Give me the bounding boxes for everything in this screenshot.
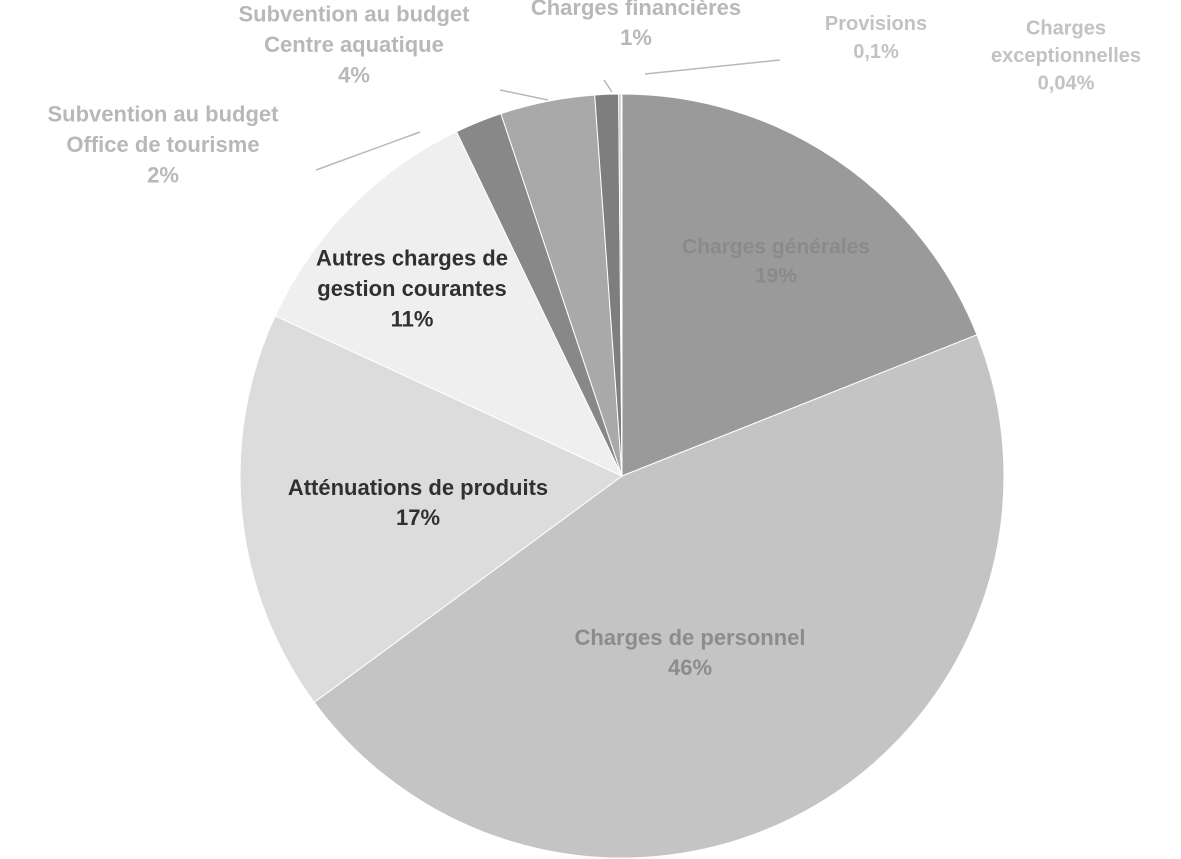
slice-value-label: 0,04% bbox=[1038, 73, 1095, 95]
slice-category-label: Charges bbox=[1026, 17, 1106, 39]
slice-value-label: 1% bbox=[620, 25, 652, 50]
slice-value-label: 4% bbox=[338, 62, 370, 87]
slice-label: Charges générales 19% bbox=[682, 236, 870, 288]
slice-value-label: 0,1% bbox=[853, 41, 899, 63]
pie-slice bbox=[239, 315, 623, 703]
slice-value-label: 46% bbox=[668, 655, 712, 680]
slice-label: Provisions 0,1% bbox=[825, 13, 927, 63]
slice-label: Subvention au budget Office de tourisme 2% bbox=[48, 102, 280, 188]
slice-label: Autres charges de gestion courantes 11% bbox=[316, 246, 508, 332]
pie-slice bbox=[620, 93, 623, 477]
slice-value-label: 19% bbox=[755, 265, 797, 288]
pie-slice bbox=[313, 334, 1005, 859]
slice-category-label: gestion courantes bbox=[317, 276, 506, 301]
slice-label: Atténuations de produits 17% bbox=[288, 475, 548, 530]
slice-category-label: Charges financières bbox=[531, 0, 741, 20]
slice-label: Subvention au budget Centre aquatique 4% bbox=[239, 2, 471, 88]
slice-category-label: Provisions bbox=[825, 13, 927, 35]
slice-value-label: 11% bbox=[391, 306, 434, 331]
slice-category-label: Subvention au budget bbox=[239, 2, 471, 27]
leader-line bbox=[499, 89, 549, 101]
slice-value-label: 17% bbox=[396, 505, 440, 530]
leader-line bbox=[315, 131, 421, 171]
slice-category-label: Charges générales bbox=[682, 236, 870, 259]
pie-slice bbox=[274, 131, 624, 478]
slice-label: Charges exceptionnelles 0,04% bbox=[991, 17, 1141, 94]
slice-category-label: Centre aquatique bbox=[264, 32, 444, 57]
slice-label: Charges financières 1% bbox=[531, 0, 741, 50]
slice-category-label: exceptionnelles bbox=[991, 45, 1141, 67]
slice-category-label: Subvention au budget bbox=[48, 102, 280, 127]
slice-category-label: Charges de personnel bbox=[574, 625, 805, 650]
leader-line bbox=[644, 59, 781, 75]
leader-line bbox=[603, 79, 613, 93]
pie-slice bbox=[621, 93, 978, 477]
slice-label: Charges de personnel 46% bbox=[574, 625, 805, 680]
slice-value-label: 2% bbox=[147, 162, 179, 187]
slice-category-label: Office de tourisme bbox=[66, 132, 259, 157]
slice-category-label: Autres charges de bbox=[316, 246, 508, 271]
slice-category-label: Atténuations de produits bbox=[288, 475, 548, 500]
